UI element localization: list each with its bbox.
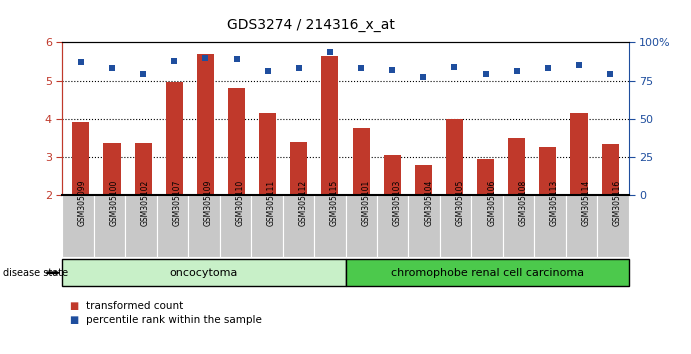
Bar	[477, 159, 494, 195]
Bar	[415, 165, 432, 195]
Text: GSM305101: GSM305101	[361, 179, 370, 226]
Bar	[166, 82, 183, 195]
Text: transformed count: transformed count	[86, 301, 184, 310]
Text: GSM305116: GSM305116	[613, 179, 622, 226]
Text: disease state: disease state	[3, 268, 68, 278]
Text: GSM305114: GSM305114	[582, 179, 591, 226]
Bar	[539, 147, 556, 195]
Text: GSM305110: GSM305110	[236, 179, 245, 226]
Text: chromophobe renal cell carcinoma: chromophobe renal cell carcinoma	[390, 268, 584, 278]
Bar	[135, 143, 152, 195]
Point	[449, 64, 460, 70]
Bar	[321, 56, 339, 195]
Point	[169, 58, 180, 64]
Text: percentile rank within the sample: percentile rank within the sample	[86, 315, 263, 325]
Text: GSM305105: GSM305105	[455, 179, 464, 226]
Point	[387, 67, 398, 73]
Text: GSM305100: GSM305100	[109, 179, 118, 226]
Text: GSM305112: GSM305112	[299, 179, 307, 226]
Bar	[197, 54, 214, 195]
Bar	[446, 119, 463, 195]
Point	[200, 55, 211, 61]
Text: GSM305111: GSM305111	[267, 179, 276, 226]
Point	[480, 72, 491, 77]
Text: GSM305108: GSM305108	[519, 179, 528, 226]
Point	[231, 56, 242, 62]
Text: oncocytoma: oncocytoma	[170, 268, 238, 278]
Text: GSM305102: GSM305102	[141, 179, 150, 226]
Bar	[73, 122, 89, 195]
Bar	[259, 113, 276, 195]
Bar	[104, 143, 120, 195]
Bar	[384, 155, 401, 195]
Text: GSM305103: GSM305103	[392, 179, 401, 226]
Text: GSM305113: GSM305113	[550, 179, 559, 226]
Point	[511, 69, 522, 74]
Text: GSM305106: GSM305106	[487, 179, 496, 226]
Point	[542, 65, 553, 71]
Bar	[290, 142, 307, 195]
Point	[605, 72, 616, 77]
Point	[262, 69, 273, 74]
Point	[574, 62, 585, 68]
Point	[418, 75, 429, 80]
Bar	[508, 138, 525, 195]
Bar	[571, 113, 587, 195]
Point	[293, 65, 304, 71]
Bar	[352, 128, 370, 195]
Bar	[228, 88, 245, 195]
Text: GSM305115: GSM305115	[330, 179, 339, 226]
Text: ■: ■	[69, 301, 78, 310]
Text: GSM305107: GSM305107	[172, 179, 181, 226]
Text: ■: ■	[69, 315, 78, 325]
Bar	[602, 144, 618, 195]
Text: GSM305099: GSM305099	[78, 179, 87, 226]
Text: GSM305104: GSM305104	[424, 179, 433, 226]
Text: GSM305109: GSM305109	[204, 179, 213, 226]
Point	[106, 65, 117, 71]
Point	[138, 72, 149, 77]
Point	[356, 65, 367, 71]
Text: GDS3274 / 214316_x_at: GDS3274 / 214316_x_at	[227, 18, 395, 32]
Point	[75, 59, 86, 65]
Point	[324, 49, 335, 55]
